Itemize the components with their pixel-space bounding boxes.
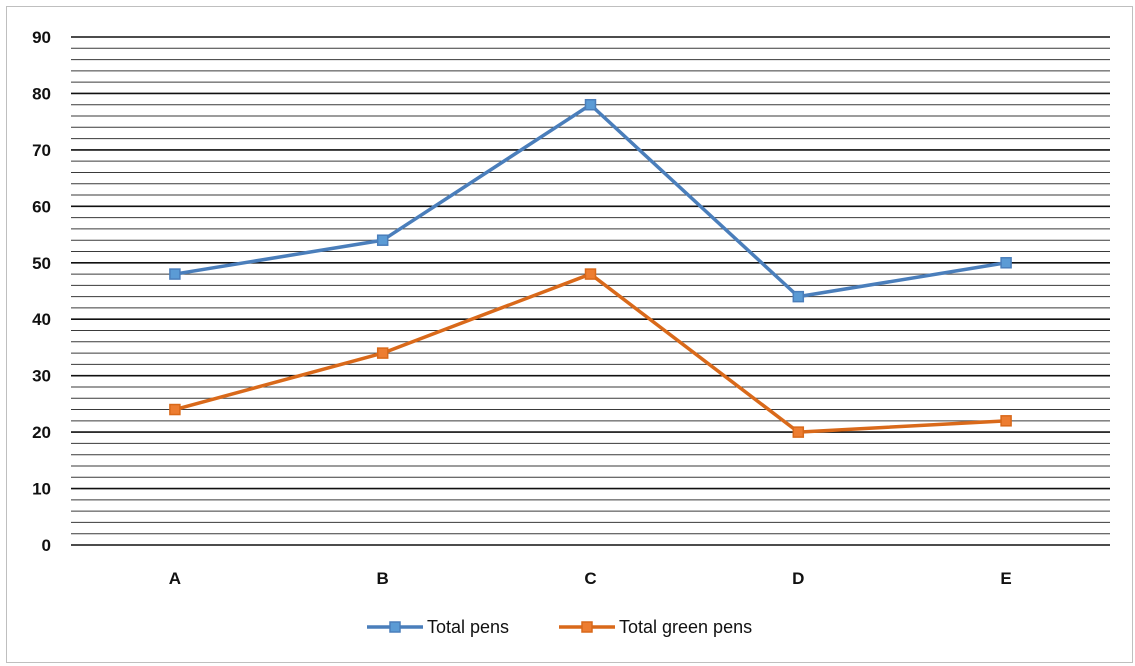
legend-label: Total pens <box>427 617 509 637</box>
y-tick-label: 0 <box>42 536 51 555</box>
data-point-marker <box>169 403 181 416</box>
legend-item: Total green pens <box>559 617 752 637</box>
x-axis-tick-labels: A B C D E <box>169 569 1012 588</box>
series-2 <box>169 268 1012 438</box>
x-tick-label: B <box>377 569 389 588</box>
data-point-marker <box>1000 415 1012 427</box>
y-tick-label: 90 <box>32 28 51 47</box>
y-tick-label: 40 <box>32 310 51 329</box>
series-line <box>174 102 1007 299</box>
series-1 <box>169 98 1012 303</box>
y-tick-label: 50 <box>32 254 51 273</box>
data-point-marker <box>169 268 181 280</box>
legend-marker <box>389 621 401 633</box>
legend: Total pens Total green pens <box>367 617 752 637</box>
y-tick-label: 80 <box>32 84 51 103</box>
y-tick-label: 30 <box>32 367 51 386</box>
y-tick-label: 10 <box>32 480 51 499</box>
legend-label: Total green pens <box>619 617 752 637</box>
data-point-marker <box>376 347 389 359</box>
data-point-marker <box>584 98 597 111</box>
y-tick-label: 20 <box>32 423 51 442</box>
data-point-marker <box>376 234 389 246</box>
gridlines <box>71 36 1110 546</box>
series-lines <box>169 98 1012 438</box>
y-tick-label: 60 <box>32 197 51 216</box>
data-point-marker <box>792 426 805 438</box>
data-point-marker <box>792 290 805 303</box>
legend-item: Total pens <box>367 617 509 637</box>
x-tick-label: A <box>169 569 181 588</box>
legend-marker <box>581 621 593 633</box>
x-tick-label: D <box>792 569 804 588</box>
data-point-marker <box>1000 257 1012 269</box>
data-point-marker <box>584 268 597 280</box>
x-tick-label: E <box>1000 569 1011 588</box>
y-tick-label: 70 <box>32 141 51 160</box>
y-axis-tick-labels: 0 10 20 30 40 50 60 70 80 90 <box>32 28 51 555</box>
x-tick-label: C <box>584 569 596 588</box>
